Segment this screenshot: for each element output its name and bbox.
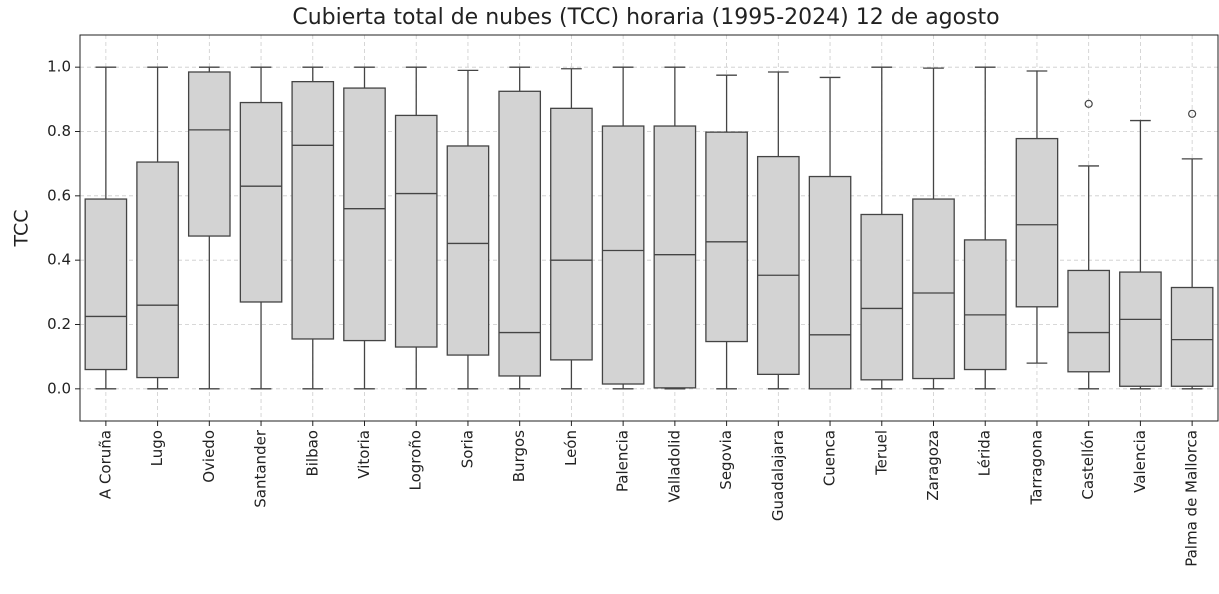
box <box>291 80 335 340</box>
chart-title: Cubierta total de nubes (TCC) horaria (1… <box>292 5 999 30</box>
x-tick-label: Oviedo <box>200 430 218 483</box>
x-tick-label: Palencia <box>614 430 632 492</box>
x-tick-label: Castellón <box>1079 430 1097 500</box>
box <box>756 155 800 376</box>
x-tick-label: Valencia <box>1131 430 1149 493</box>
box <box>446 145 490 356</box>
box <box>705 131 748 343</box>
box <box>498 90 542 377</box>
y-tick-label: 0.2 <box>47 315 71 333</box>
y-tick-label: 0.6 <box>47 186 71 204</box>
y-tick-label: 0.8 <box>47 122 71 140</box>
y-tick-label: 0.0 <box>47 379 71 397</box>
box <box>550 107 593 361</box>
outlier <box>1084 99 1093 108</box>
x-tick-label: Zaragoza <box>924 430 942 501</box>
box <box>1015 137 1059 308</box>
box <box>239 101 283 303</box>
outlier <box>1188 109 1197 118</box>
y-tick-label: 0.4 <box>47 251 71 269</box>
box <box>653 125 697 389</box>
box <box>394 114 438 348</box>
box <box>912 198 955 380</box>
box <box>808 175 852 390</box>
plot-frame <box>79 34 1219 422</box>
x-tick-label: Palma de Mallorca <box>1183 430 1201 567</box>
box <box>187 71 231 237</box>
box <box>963 239 1007 371</box>
x-tick-label: Cuenca <box>821 430 839 486</box>
y-tick-label: 1.0 <box>47 58 71 76</box>
x-tick-label: Lugo <box>148 430 166 466</box>
box <box>860 213 904 381</box>
x-tick-label: Vitoria <box>355 430 373 479</box>
box <box>343 87 386 342</box>
x-tick-label: Soria <box>458 430 476 468</box>
x-tick-label: Bilbao <box>303 430 321 477</box>
box <box>601 125 645 385</box>
x-tick-label: Burgos <box>510 430 528 482</box>
box <box>1067 269 1111 373</box>
x-tick-label: Segovia <box>717 430 735 490</box>
x-tick-label: Logroño <box>407 430 425 491</box>
box <box>84 198 128 371</box>
x-tick-label: Lérida <box>976 430 994 476</box>
x-tick-label: Tarragona <box>1027 430 1045 506</box>
box <box>136 161 179 379</box>
x-tick-label: León <box>562 430 580 466</box>
x-tick-label: Teruel <box>872 430 890 476</box>
box <box>1119 271 1162 387</box>
y-axis-label: TCC <box>11 209 33 247</box>
x-tick-label: A Coruña <box>96 430 114 499</box>
x-tick-label: Valladolid <box>665 430 683 502</box>
x-tick-label: Guadalajara <box>769 430 787 521</box>
x-tick-label: Santander <box>252 429 270 508</box>
box <box>1170 286 1214 387</box>
